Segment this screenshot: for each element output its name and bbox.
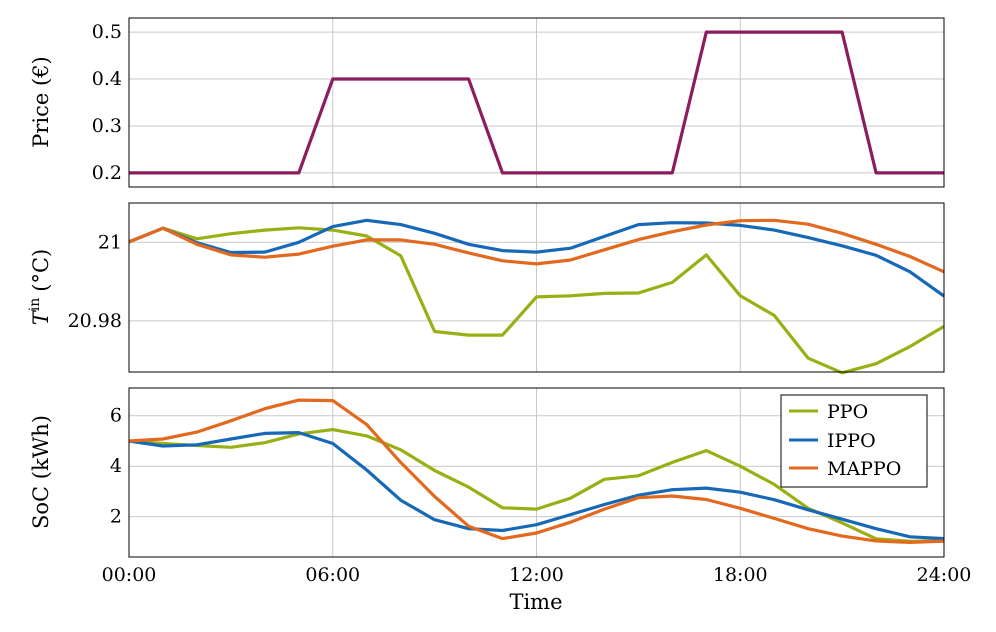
temperature-series: [128, 218, 945, 375]
price-series-line-price: [129, 30, 944, 175]
soc-plot-frame: [128, 387, 945, 558]
soc-series: [128, 398, 945, 545]
temperature-plot-frame: [128, 202, 945, 373]
price-y-tick-label: 0.5: [92, 21, 122, 43]
x-tick-label: 06:00: [305, 564, 360, 586]
time-x-ticks: 00:00 06:00 12:00 18:00 24:00: [102, 564, 972, 586]
soc-y-tick-label: 4: [110, 455, 122, 477]
temperature-y-ticks: 20.98 21: [68, 231, 122, 332]
temperature-panel: 20.98 21 Tin (°C): [27, 202, 945, 375]
soc-y-ticks: 2 4 6: [110, 405, 122, 528]
x-tick-label: 24:00: [917, 564, 972, 586]
price-y-tick-label: 0.4: [92, 68, 122, 90]
legend: PPO IPPO MAPPO: [780, 394, 928, 488]
price-y-tick-label: 0.2: [92, 162, 122, 184]
temperature-series-line-ippo: [128, 218, 945, 298]
temperature-y-tick-label: 21: [98, 231, 122, 253]
temperature-series-line-mappo: [128, 218, 945, 274]
soc-panel: 246 00:00 06:00 12:00 18:00 24:00 SoC (kWh) …: [29, 387, 972, 614]
soc-y-axis-label: SoC (kWh): [29, 415, 53, 529]
legend-item-ippo: IPPO: [789, 430, 876, 452]
price-panel: 0.2 0.3 0.4 0.5 Price (€): [29, 17, 945, 188]
price-y-tick-label: 0.3: [92, 115, 122, 137]
temperature-y-axis-label: Tin (°C): [27, 249, 53, 325]
price-grid: [128, 18, 945, 187]
soc-series-line-ippo: [128, 431, 945, 541]
legend-label-ppo: PPO: [827, 401, 868, 423]
x-tick-label: 12:00: [509, 564, 564, 586]
price-plot-frame: [128, 17, 945, 188]
soc-y-tick-label: 6: [110, 405, 122, 427]
temperature-y-label-symbol: T: [29, 309, 53, 325]
soc-series-line-mappo: [128, 398, 945, 545]
temperature-y-label-unit: (°C): [29, 249, 53, 292]
x-axis-label: Time: [509, 590, 562, 614]
legend-item-ppo: PPO: [789, 401, 868, 423]
temperature-y-tick-label: 20.98: [68, 310, 122, 332]
price-series: [129, 30, 944, 175]
legend-label-ippo: IPPO: [827, 430, 876, 452]
temperature-series-line-ppo: [128, 226, 945, 375]
legend-label-mappo: MAPPO: [827, 458, 901, 480]
x-tick-label: 00:00: [102, 564, 157, 586]
x-tick-label: 18:00: [713, 564, 768, 586]
soc-y-tick-label: 2: [110, 506, 122, 528]
legend-item-mappo: MAPPO: [789, 458, 901, 480]
temperature-y-label-superscript: in: [27, 298, 43, 312]
price-y-axis-label: Price (€): [29, 56, 53, 148]
price-y-ticks: 0.2 0.3 0.4 0.5: [92, 21, 122, 184]
